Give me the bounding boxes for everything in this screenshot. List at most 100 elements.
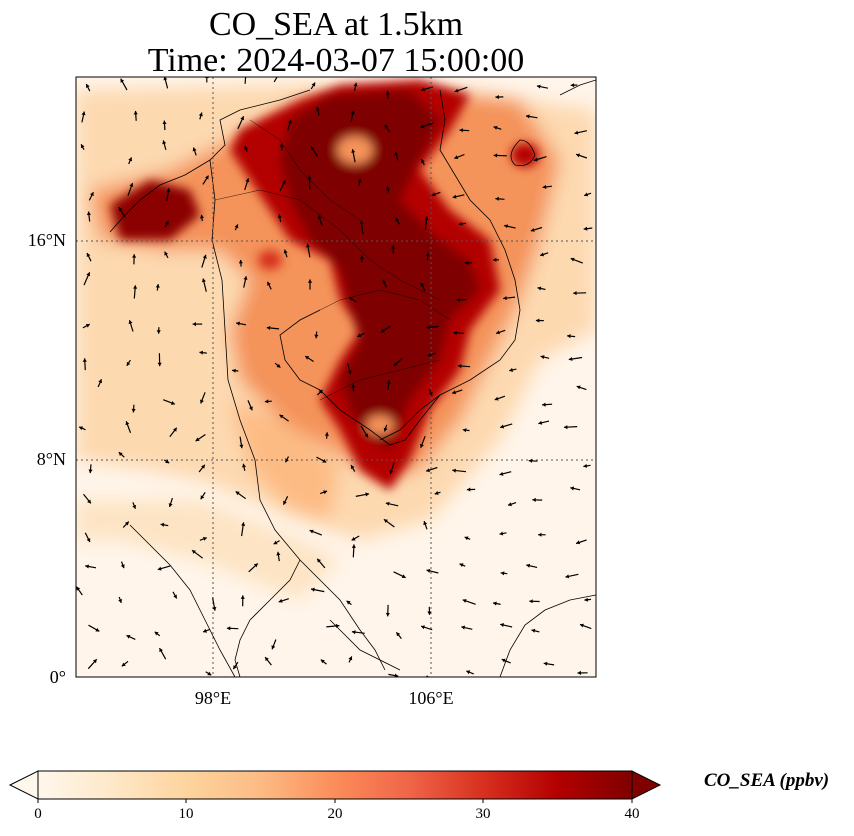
- wind-arrow-head: [364, 433, 368, 438]
- wind-arrow-head: [236, 321, 240, 326]
- wind-arrow-head: [125, 421, 130, 426]
- wind-arrow-head: [92, 659, 97, 664]
- lon-label-98e: 98°E: [194, 688, 232, 708]
- wind-arrow-head: [459, 128, 463, 133]
- wind-arrow-head: [499, 531, 504, 536]
- wind-arrow-head: [385, 501, 390, 506]
- wind-arrow-head: [253, 563, 258, 568]
- wind-arrow-head: [86, 253, 91, 257]
- wind-arrow-head: [238, 259, 243, 264]
- wind-arrow: [273, 77, 278, 83]
- wind-arrow-head: [195, 437, 200, 442]
- wind-arrow-head: [283, 249, 288, 254]
- wind-arrow-head: [199, 350, 203, 355]
- wind-arrow-head: [427, 611, 432, 615]
- wind-arrow-head: [350, 110, 355, 115]
- wind-arrow-head: [88, 469, 93, 474]
- wind-arrow-head: [156, 330, 161, 334]
- wind-arrow-head: [120, 78, 125, 83]
- wind-arrow-head: [565, 574, 570, 579]
- wind-arrow-head: [464, 260, 469, 265]
- wind-arrow-head: [385, 90, 390, 95]
- wind-arrow-head: [391, 245, 396, 249]
- wind-arrow-head: [365, 492, 370, 497]
- wind-arrow-head: [276, 363, 281, 368]
- wind-arrow-head: [166, 188, 171, 193]
- wind-arrow-head: [395, 217, 400, 222]
- wind-arrow-head: [239, 444, 244, 449]
- wind-arrow-head: [346, 600, 351, 605]
- wind-arrow-head: [462, 428, 467, 433]
- colorbar: [8, 770, 662, 803]
- wind-arrow-head: [163, 77, 168, 81]
- wind-arrow-head: [132, 254, 137, 258]
- wind-arrow-head: [359, 255, 364, 260]
- wind-arrow-head: [359, 220, 364, 225]
- colorbar-tick-20: 20: [327, 806, 343, 822]
- wind-arrow-head: [453, 330, 457, 335]
- wind-arrow-head: [452, 194, 457, 199]
- wind-arrow-head: [540, 355, 545, 360]
- wind-arrow-head: [493, 153, 498, 158]
- wind-arrow-head: [383, 427, 388, 432]
- wind-arrow-head: [323, 490, 328, 495]
- wind-vectors: [76, 77, 593, 683]
- wind-arrow-head: [311, 82, 316, 87]
- wind-arrow-head: [266, 325, 271, 330]
- wind-arrow-head: [170, 401, 175, 405]
- wind-arrow-head: [384, 124, 389, 129]
- wind-arrow-head: [499, 471, 504, 476]
- colorbar-extend-high: [631, 770, 662, 800]
- wind-arrow-head: [456, 297, 460, 302]
- wind-arrow-head: [493, 125, 498, 130]
- wind-arrow-head: [305, 356, 310, 360]
- wind-arrow-head: [351, 384, 356, 388]
- wind-arrow-head: [351, 544, 356, 548]
- wind-arrow-head: [433, 679, 437, 683]
- wind-arrow-head: [543, 661, 548, 666]
- wind-arrow-head: [576, 385, 581, 390]
- wind-arrow-head: [466, 670, 471, 675]
- wind-arrow-head: [240, 116, 244, 121]
- wind-arrow-head: [426, 568, 431, 573]
- wind-arrow-head: [273, 540, 278, 545]
- wind-arrow-head: [267, 281, 271, 286]
- wind-arrow-head: [501, 658, 506, 663]
- wind-arrow-head: [509, 367, 513, 372]
- wind-arrow-head: [393, 362, 398, 367]
- wind-arrow-head: [466, 487, 471, 492]
- wind-arrow-head: [85, 324, 90, 328]
- wind-arrow-head: [318, 390, 323, 394]
- wind-arrow-head: [271, 645, 276, 650]
- wind-arrow-head: [212, 606, 217, 611]
- wind-arrow-head: [162, 140, 167, 145]
- wind-arrow-head: [427, 352, 432, 357]
- wind-arrow-head: [200, 495, 205, 500]
- wind-arrow-head: [128, 320, 133, 325]
- wind-arrow-head: [394, 673, 399, 677]
- wind-arrow-head: [164, 251, 168, 256]
- wind-arrow-head: [583, 463, 588, 468]
- wind-arrow-head: [202, 536, 207, 541]
- wind-arrow-head: [570, 83, 575, 88]
- wind-arrow-head: [242, 463, 247, 468]
- wind-arrow-head: [121, 662, 126, 667]
- colorbar-extend-low: [8, 770, 39, 800]
- wind-arrow-head: [245, 178, 250, 183]
- wind-arrow-head: [570, 486, 575, 491]
- wind-arrow-head: [386, 380, 391, 384]
- wind-arrow-head: [98, 379, 102, 384]
- wind-arrow-head: [584, 597, 588, 602]
- country-borders: [214, 119, 451, 401]
- wind-arrow-head: [420, 124, 425, 129]
- wind-arrow-head: [531, 628, 536, 633]
- wind-arrow-head: [118, 452, 123, 457]
- colorbar-tick-0: 0: [34, 806, 42, 822]
- wind-arrow-head: [452, 390, 456, 395]
- wind-arrow-head: [351, 630, 356, 635]
- wind-arrow-head: [461, 625, 466, 630]
- wind-arrow-head: [420, 282, 425, 287]
- wind-arrow-head: [533, 157, 538, 162]
- wind-arrow-head: [535, 318, 540, 323]
